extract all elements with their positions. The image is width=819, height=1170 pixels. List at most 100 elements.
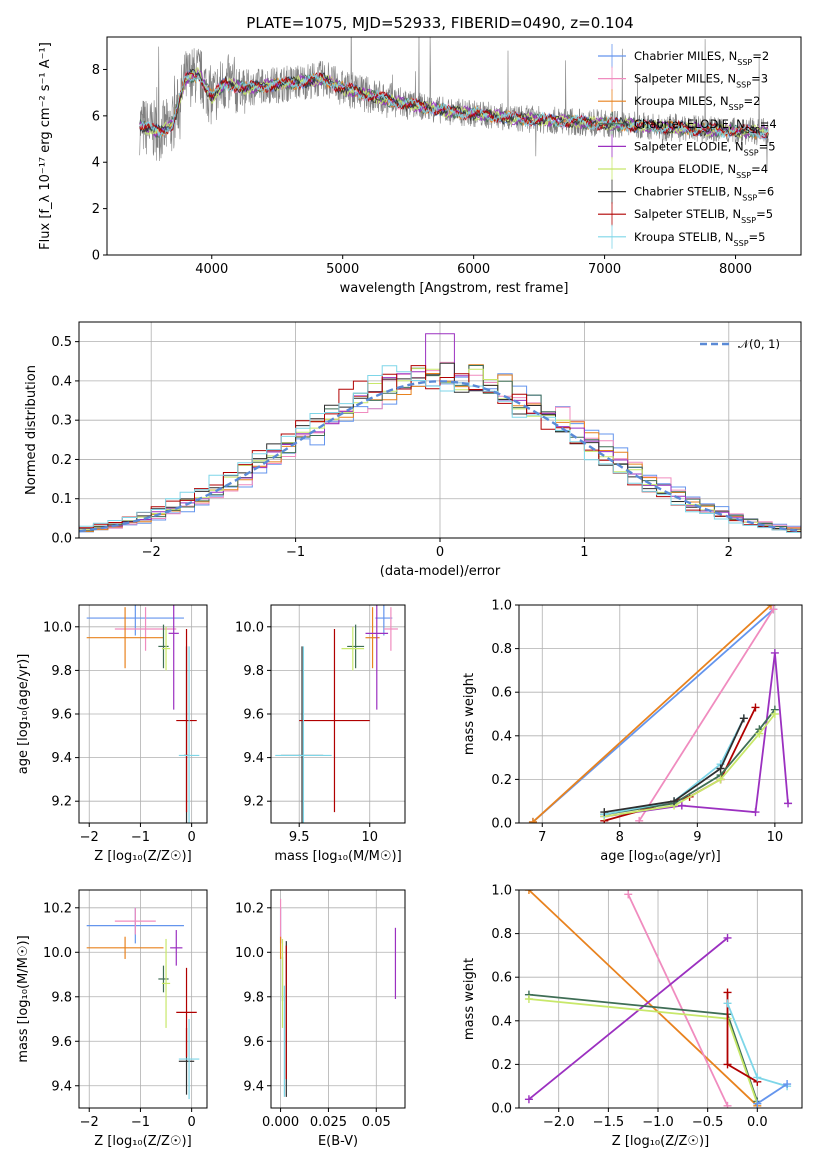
x-tick-label: 2: [725, 545, 733, 560]
x-axis-label: Z [log₁₀(Z/Z☉)]: [612, 1134, 709, 1149]
x-tick-label: 1: [580, 545, 588, 560]
data-point: [158, 624, 169, 669]
weight-marker: [753, 1099, 762, 1108]
legend-label-text: Chabrier MILES, N: [634, 49, 737, 63]
weight-line-2: [528, 937, 729, 1100]
weight-marker: [716, 775, 725, 784]
legend-label: Salpeter STELIB, NSSP=5: [634, 207, 773, 225]
x-tick-label: 5000: [326, 262, 359, 277]
axes-frame: [78, 889, 208, 1109]
legend-label-sub: SSP: [734, 238, 749, 247]
axes-frame: [518, 604, 803, 824]
axes-frame: [78, 321, 802, 539]
weight-line-8: [604, 718, 745, 813]
mass-vs-Z-axes: −2 −1 0 9.4 9.6 9.8 10.0 10.2 Z [log₁₀(Z/Z☉)] mas…: [16, 889, 208, 1149]
y-tick-label: 9.4: [243, 751, 264, 766]
weight-vs-age-axes: 7 8 9 10 0.0 0.2 0.4 0.6 0.8 1.0 age [log₁₀(age/yr…: [462, 599, 803, 864]
y-tick-label: 9.6: [51, 708, 72, 723]
y-tick-label: 9.6: [243, 708, 264, 723]
y-tick-label: 0: [92, 249, 100, 264]
x-tick-label: 0.000: [262, 1115, 299, 1130]
data-point: [365, 607, 380, 669]
histogram-4: [79, 333, 801, 531]
weight-marker: [751, 808, 760, 817]
weight-marker: [677, 801, 686, 810]
data-point: [383, 607, 398, 651]
x-tick-label: 8000: [719, 262, 752, 277]
data-point: [170, 930, 183, 966]
y-tick-label: 0.6: [491, 686, 512, 701]
legend-label-sub: SSP: [737, 58, 752, 67]
weight-marker: [723, 999, 732, 1008]
x-tick-label: −2.0: [543, 1115, 575, 1130]
weight-line-6: [604, 713, 776, 818]
x-axis-label: age [log₁₀(age/yr)]: [600, 849, 721, 864]
data-point: [341, 626, 365, 671]
y-tick-label: 6: [92, 109, 100, 124]
y-tick-label: 8: [92, 63, 100, 78]
y-tick-label: 0.2: [51, 453, 72, 468]
model-spectrum-6: [139, 68, 769, 139]
y-tick-label: 0.0: [491, 1102, 512, 1117]
legend-label-text: Salpeter ELODIE, N: [634, 139, 744, 153]
x-tick-label: −1.0: [642, 1115, 674, 1130]
weight-marker: [624, 890, 633, 899]
x-tick-label: −2: [80, 830, 99, 845]
y-tick-label: 0.3: [51, 414, 72, 429]
legend-label: Salpeter ELODIE, NSSP=5: [634, 139, 776, 157]
mass-vs-ebv-axes: 0.000 0.025 0.05 9.4 9.6 9.8 10.0 10.2 E(B-V): [235, 889, 406, 1149]
data-point: [275, 646, 332, 823]
x-axis-label: Z [log₁₀(Z/Z☉)]: [94, 849, 191, 864]
weight-marker: [770, 710, 779, 718]
x-tick-label: 9.5: [289, 830, 310, 845]
y-axis-label: mass weight: [462, 673, 477, 755]
y-tick-label: 0.0: [491, 817, 512, 832]
weight-marker: [524, 995, 533, 1003]
weight-marker: [524, 890, 533, 894]
x-axis-label: Z [log₁₀(Z/Z☉)]: [94, 1134, 191, 1149]
weight-marker: [739, 714, 748, 723]
x-tick-label: 6000: [457, 262, 490, 277]
x-tick-label: 10: [361, 830, 378, 845]
legend-label: Chabrier STELIB, NSSP=6: [634, 185, 774, 203]
y-tick-label: 9.6: [243, 1035, 264, 1050]
y-tick-label: 10.2: [235, 901, 264, 916]
x-axis-label: mass [log₁₀(M/M☉)]: [274, 849, 401, 864]
weight-marker: [770, 648, 779, 657]
legend-label-suffix: =2: [744, 94, 761, 108]
plot-area: [86, 605, 200, 823]
weight-marker: [753, 1073, 762, 1082]
age-vs-Z-axes: −2 −1 0 9.2 9.4 9.6 9.8 10.0 Z [log₁₀(Z/Z☉)] age …: [16, 604, 208, 864]
y-tick-label: 9.6: [51, 1035, 72, 1050]
y-tick-label: 1.0: [491, 599, 512, 614]
y-axis-label: mass weight: [462, 958, 477, 1040]
weight-marker: [723, 933, 732, 942]
data-point: [178, 646, 200, 823]
data-point: [176, 967, 197, 1057]
legend-label: Kroupa STELIB, NSSP=5: [634, 230, 765, 248]
weight-marker: [723, 1101, 732, 1108]
weight-marker: [755, 729, 764, 738]
weight-marker: [670, 797, 679, 806]
data-point: [178, 1019, 200, 1100]
y-tick-label: 4: [92, 156, 100, 171]
weight-marker: [784, 799, 793, 808]
data-point: [375, 605, 393, 636]
legend-label: Kroupa ELODIE, NSSP=4: [634, 162, 768, 180]
legend-label-sub: SSP: [741, 216, 756, 225]
y-tick-label: 9.8: [243, 990, 264, 1005]
plot-area: [79, 333, 801, 533]
chart-title: PLATE=1075, MJD=52933, FIBERID=0490, z=0…: [246, 14, 633, 32]
y-tick-label: 9.4: [51, 751, 72, 766]
data-point: [176, 628, 197, 813]
x-axis-label: E(B-V): [318, 1134, 358, 1149]
legend-label-suffix: =5: [759, 139, 776, 153]
y-axis-label: Flux [f_λ 10⁻¹⁷ erg cm⁻² s⁻¹ A⁻¹]: [38, 42, 53, 250]
legend-label-text: Salpeter STELIB, N: [634, 207, 741, 221]
weight-line-1: [627, 894, 729, 1107]
y-tick-label: 9.2: [243, 795, 264, 810]
data-point: [365, 605, 389, 710]
y-tick-label: 9.4: [243, 1079, 264, 1094]
weight-marker: [751, 703, 760, 712]
legend-label-text: Salpeter MILES, N: [634, 72, 736, 86]
